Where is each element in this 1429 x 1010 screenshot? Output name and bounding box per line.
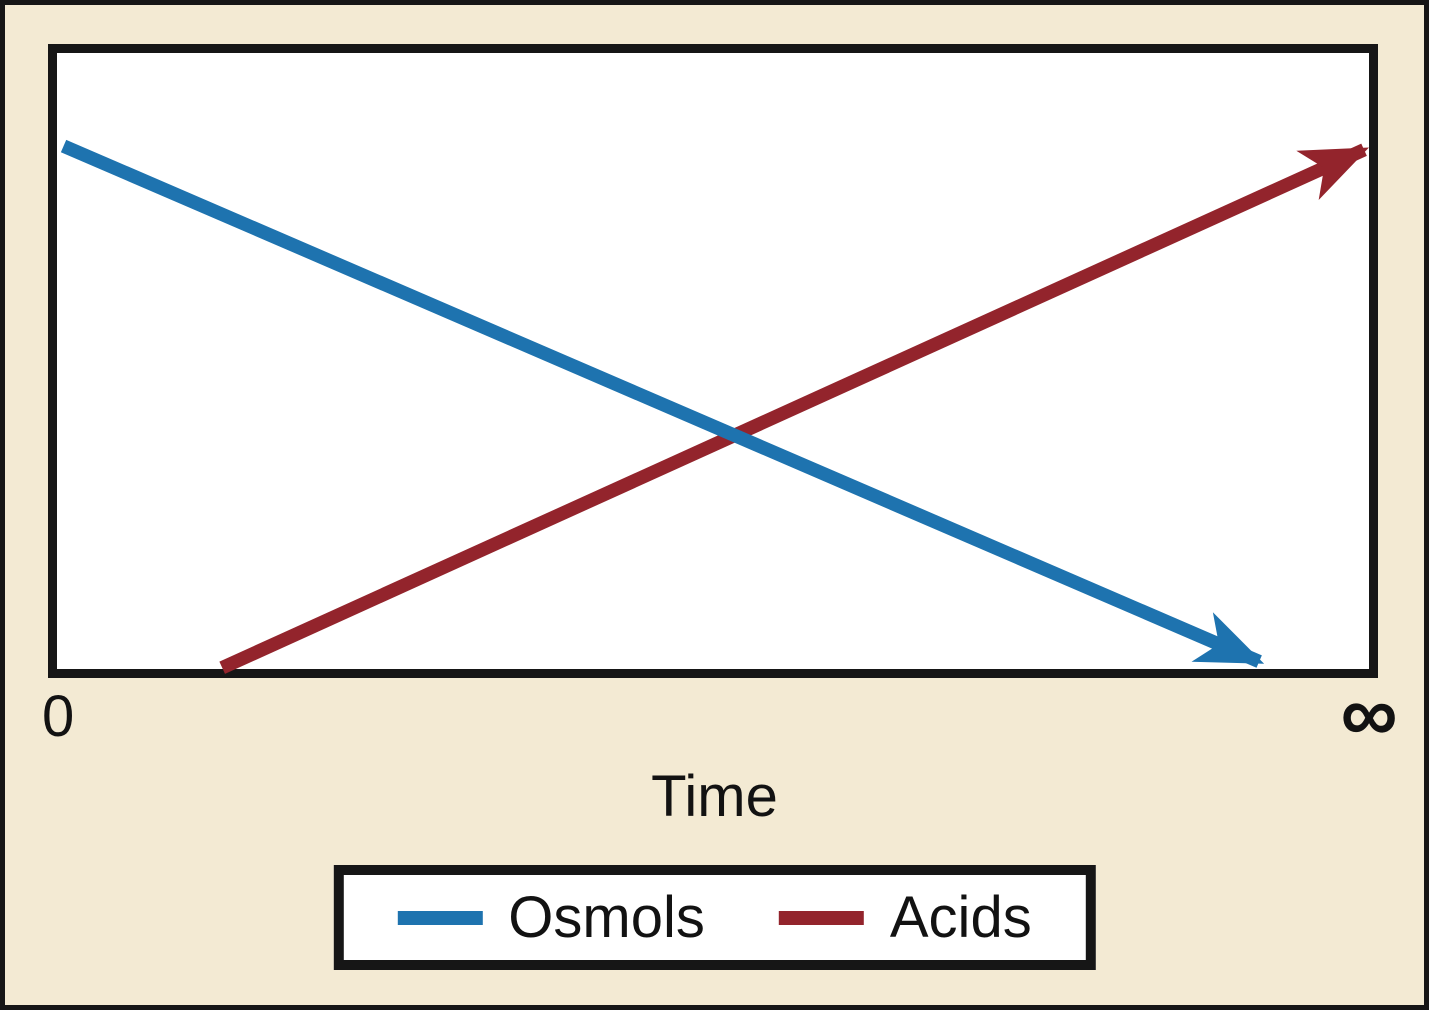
osmols-line-swatch [397,910,483,925]
legend-item-osmols: Osmols [397,884,705,950]
legend-item-acids: Acids [778,884,1032,950]
x-tick-infinity: ∞ [1340,669,1398,758]
legend: Osmols Acids [333,865,1096,970]
x-tick-zero: 0 [42,684,75,749]
legend-label-acids: Acids [889,884,1032,950]
acids-line-swatch [778,910,864,925]
legend-label-osmols: Osmols [508,884,705,950]
x-axis-title: Time [651,764,778,829]
plot-area [48,44,1378,678]
